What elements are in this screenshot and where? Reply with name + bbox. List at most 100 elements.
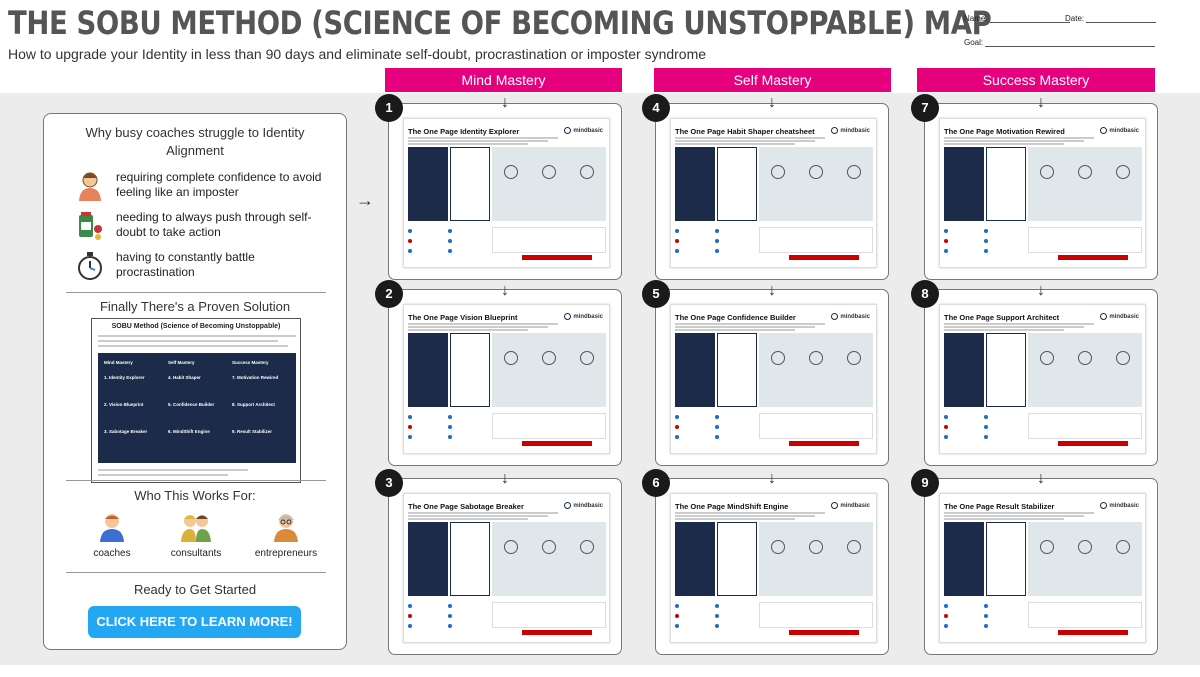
worksheet-thumbnail: The One Page Motivation Rewired mindbasic	[939, 118, 1146, 268]
cta-bar	[1058, 630, 1128, 635]
steps-box	[492, 522, 606, 596]
common-struggles-box	[450, 147, 490, 221]
down-arrow-icon: ↓	[501, 94, 509, 111]
text-line	[408, 326, 548, 328]
name-field[interactable]: Name:	[964, 14, 1070, 23]
proven-results-box	[408, 522, 448, 596]
audience-consultants: consultants	[156, 512, 236, 559]
solution-heading: Finally There's a Proven Solution	[99, 299, 291, 314]
proven-results-box	[944, 147, 984, 221]
step-icon	[1040, 165, 1054, 179]
step-number-badge: 7	[911, 94, 939, 122]
step-icon	[847, 351, 861, 365]
proven-results-box	[944, 333, 984, 407]
column-header-self-mastery: Self Mastery	[654, 68, 891, 92]
audience-coaches: coaches	[72, 512, 152, 559]
text-line	[408, 512, 558, 514]
mini-column-title: Self Mastery	[168, 360, 195, 365]
text-line	[675, 518, 795, 520]
method-card-6[interactable]: 6 The One Page MindShift Engine mindbasic	[642, 469, 889, 655]
step-icon	[847, 165, 861, 179]
summary-box	[1028, 413, 1142, 439]
reason-item: requiring complete confidence to avoid f…	[74, 170, 334, 202]
reason-item: having to constantly battle procrastinat…	[74, 250, 334, 282]
mindbasic-logo: mindbasic	[831, 313, 870, 320]
mini-column: Success Mastery 7. Motivation Rewired 8.…	[230, 357, 290, 459]
text-line	[408, 140, 548, 142]
method-card-9[interactable]: 9 The One Page Result Stabilizer mindbasic	[911, 469, 1158, 655]
checklist	[408, 413, 488, 447]
worksheet-thumbnail: The One Page Confidence Builder mindbasic	[670, 304, 877, 454]
left-panel: Why busy coaches struggle to Identity Al…	[43, 113, 347, 650]
common-struggles-box	[986, 522, 1026, 596]
method-card-4[interactable]: 4 The One Page Habit Shaper cheatsheet min…	[642, 94, 889, 280]
step-icon	[1078, 351, 1092, 365]
cta-bar	[789, 441, 859, 446]
method-card-2[interactable]: 2 The One Page Vision Blueprint mindbasic	[375, 280, 622, 466]
mindbasic-logo: mindbasic	[1100, 313, 1139, 320]
worksheet-thumbnail: The One Page Support Architect mindbasic	[939, 304, 1146, 454]
text-line	[408, 515, 548, 517]
learn-more-button[interactable]: CLICK HERE TO LEARN MORE!	[88, 606, 301, 638]
common-struggles-box	[717, 147, 757, 221]
down-arrow-icon: ↓	[1037, 94, 1045, 111]
card-title: The One Page Result Stabilizer	[944, 502, 1055, 511]
right-arrow-icon: →	[356, 190, 374, 210]
method-card-8[interactable]: 8 The One Page Support Architect mindbasic	[911, 280, 1158, 466]
text-line	[675, 140, 815, 142]
worksheet-thumbnail: The One Page Sabotage Breaker mindbasic	[403, 493, 610, 643]
divider	[66, 480, 326, 481]
text-line	[675, 323, 825, 325]
method-card-3[interactable]: 3 The One Page Sabotage Breaker mindbasic	[375, 469, 622, 655]
step-icon	[771, 165, 785, 179]
mini-item: 3. Sabotage Breaker	[104, 429, 148, 434]
checklist	[408, 227, 488, 261]
step-number-badge: 1	[375, 94, 403, 122]
checklist	[944, 227, 1024, 261]
method-card-7[interactable]: 7 The One Page Motivation Rewired mindbasi…	[911, 94, 1158, 280]
step-icon	[809, 540, 823, 554]
text-line	[675, 137, 825, 139]
reason-text: needing to always push through self-doub…	[116, 210, 312, 239]
why-heading: Why busy coaches struggle to Identity Al…	[85, 125, 305, 158]
common-struggles-box	[450, 333, 490, 407]
method-card-5[interactable]: 5 The One Page Confidence Builder mindbasi…	[642, 280, 889, 466]
text-line	[408, 329, 528, 331]
divider	[66, 572, 326, 573]
summary-box	[759, 413, 873, 439]
stopwatch-icon	[74, 250, 106, 282]
card-title: The One Page Sabotage Breaker	[408, 502, 524, 511]
card-title: The One Page Identity Explorer	[408, 127, 520, 136]
logo-text: mindbasic	[573, 127, 603, 134]
text-line	[98, 345, 288, 347]
text-line	[944, 515, 1084, 517]
text-line	[944, 140, 1084, 142]
text-line	[944, 323, 1094, 325]
card-title: The One Page Motivation Rewired	[944, 127, 1065, 136]
summary-box	[1028, 602, 1142, 628]
reason-text: requiring complete confidence to avoid f…	[116, 170, 322, 199]
steps-box	[492, 147, 606, 221]
proven-results-box	[408, 333, 448, 407]
text-line	[944, 326, 1084, 328]
page-subtitle: How to upgrade your Identity in less tha…	[8, 46, 707, 62]
logo-text: mindbasic	[840, 502, 870, 509]
step-icon	[542, 540, 556, 554]
mini-item: 7. Motivation Rewired	[232, 375, 279, 380]
step-icon	[847, 540, 861, 554]
summary-box	[759, 227, 873, 253]
step-number-badge: 4	[642, 94, 670, 122]
goal-field[interactable]: Goal:	[964, 38, 1156, 47]
down-arrow-icon: ↓	[768, 94, 776, 111]
card-title: The One Page Habit Shaper cheatsheet	[675, 127, 815, 136]
mindbasic-logo: mindbasic	[831, 127, 870, 134]
method-card-1[interactable]: 1 The One Page Identity Explorer mindbasic	[375, 94, 622, 280]
mini-title: SOBU Method (Science of Becoming Unstopp…	[111, 323, 281, 330]
audience-entrepreneurs: entrepreneurs	[246, 512, 326, 559]
step-icon	[809, 165, 823, 179]
step-number-badge: 9	[911, 469, 939, 497]
down-arrow-icon: ↓	[768, 282, 776, 299]
common-struggles-box	[986, 333, 1026, 407]
mindbasic-logo: mindbasic	[564, 127, 603, 134]
date-field[interactable]: Date:	[1065, 14, 1157, 23]
